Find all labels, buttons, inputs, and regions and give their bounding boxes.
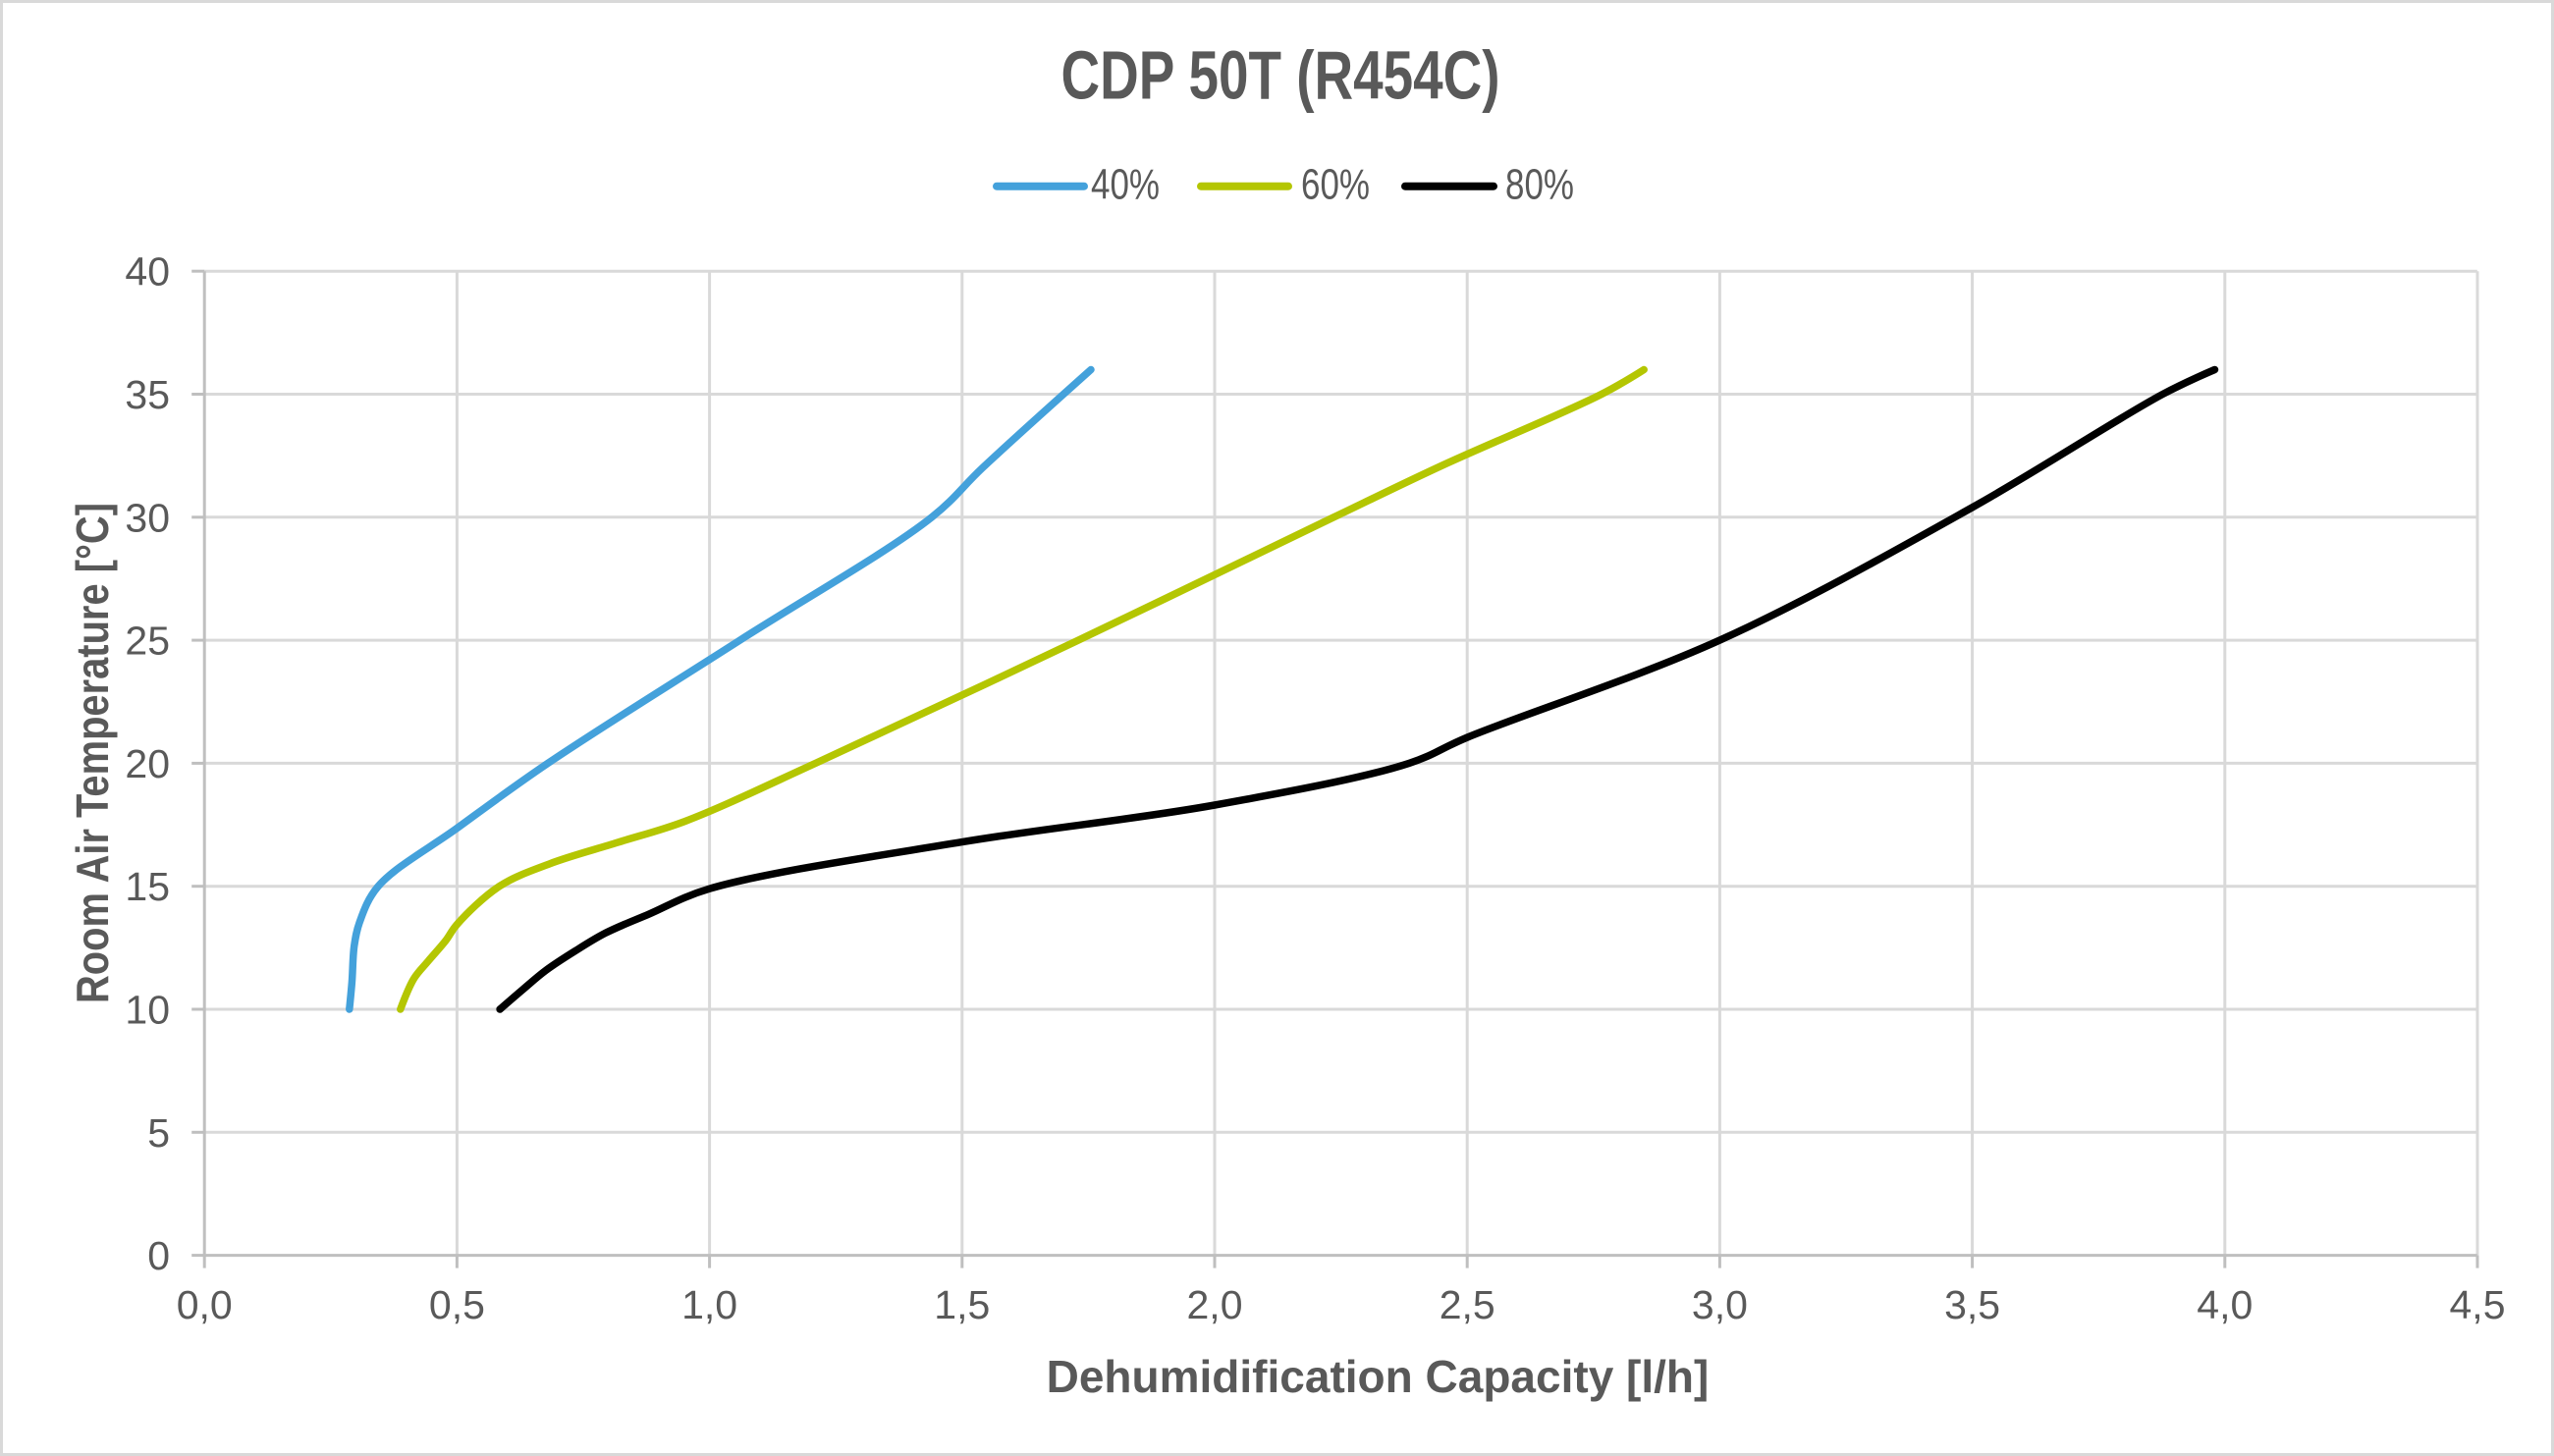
- svg-text:0,0: 0,0: [177, 1282, 233, 1327]
- svg-text:CDP 50T (R454C): CDP 50T (R454C): [1061, 37, 1500, 114]
- svg-text:Room Air Temperature [°C]: Room Air Temperature [°C]: [67, 503, 118, 1003]
- svg-text:3,5: 3,5: [1944, 1282, 2000, 1327]
- svg-text:10: 10: [125, 988, 170, 1033]
- svg-text:0,5: 0,5: [429, 1282, 485, 1327]
- svg-text:5: 5: [147, 1110, 170, 1156]
- svg-text:1,0: 1,0: [681, 1282, 737, 1327]
- svg-text:80%: 80%: [1505, 161, 1574, 209]
- svg-text:25: 25: [125, 619, 170, 664]
- svg-text:15: 15: [125, 864, 170, 909]
- svg-text:40%: 40%: [1091, 161, 1160, 209]
- svg-text:1,5: 1,5: [934, 1282, 990, 1327]
- svg-text:4,0: 4,0: [2197, 1282, 2253, 1327]
- svg-text:60%: 60%: [1301, 161, 1370, 209]
- svg-text:2,5: 2,5: [1440, 1282, 1495, 1327]
- svg-text:40: 40: [125, 249, 170, 295]
- svg-text:Dehumidification Capacity [l/h: Dehumidification Capacity [l/h]: [1047, 1351, 1710, 1402]
- svg-text:35: 35: [125, 372, 170, 417]
- svg-text:0: 0: [147, 1233, 170, 1278]
- svg-text:2,0: 2,0: [1187, 1282, 1243, 1327]
- svg-text:4,5: 4,5: [2450, 1282, 2506, 1327]
- svg-text:30: 30: [125, 495, 170, 540]
- svg-text:20: 20: [125, 741, 170, 786]
- svg-text:3,0: 3,0: [1692, 1282, 1748, 1327]
